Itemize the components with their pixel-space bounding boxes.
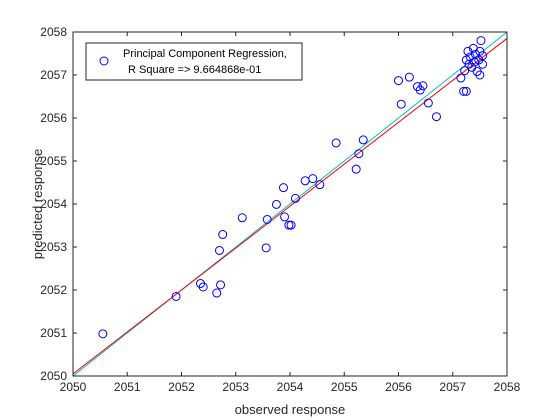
- data-point: [237, 213, 247, 223]
- data-point: [218, 230, 228, 240]
- data-point: [271, 199, 281, 209]
- data-point: [290, 193, 300, 203]
- x-tick-label: 2051: [114, 380, 141, 394]
- data-point: [418, 81, 428, 91]
- y-tick-label: 2058: [40, 25, 67, 39]
- data-point: [98, 329, 108, 339]
- data-point: [261, 243, 271, 253]
- data-point: [423, 98, 433, 108]
- data-point: [278, 183, 288, 193]
- y-axis: 2050 2051 2052 2053 2054 2055 2056 2057 2058: [40, 25, 507, 383]
- x-tick-label: 2053: [222, 380, 249, 394]
- data-point: [354, 149, 364, 159]
- legend-marker: [99, 56, 109, 66]
- data-point: [315, 180, 325, 190]
- data-point: [280, 212, 290, 222]
- x-tick-label: 2052: [168, 380, 195, 394]
- y-tick-label: 2051: [40, 326, 67, 340]
- x-axis: 2050 2051 2052 2053 2054 2055 2056 2057 2058: [60, 32, 521, 394]
- data-point: [358, 135, 368, 145]
- x-tick-label: 2057: [439, 380, 466, 394]
- x-tick-label: 2055: [331, 380, 358, 394]
- data-point: [396, 99, 406, 109]
- data-point: [456, 73, 466, 83]
- data-points: [98, 36, 488, 339]
- y-tick-label: 2054: [40, 197, 67, 211]
- data-point: [171, 291, 181, 301]
- regression-lines: [72, 31, 508, 377]
- y-tick-label: 2055: [40, 154, 67, 168]
- data-point: [286, 220, 296, 230]
- y-tick-label: 2052: [40, 283, 67, 297]
- data-point: [212, 288, 222, 298]
- fit-line: [72, 38, 508, 375]
- data-point: [214, 245, 224, 255]
- data-point: [478, 51, 488, 61]
- x-tick-label: 2056: [385, 380, 412, 394]
- data-point: [351, 164, 361, 174]
- data-point: [475, 70, 485, 80]
- data-point: [460, 66, 470, 76]
- legend: Principal Component Regression, R Square…: [85, 42, 303, 81]
- x-tick-label: 2058: [494, 380, 521, 394]
- data-point: [331, 138, 341, 148]
- x-axis-label: observed response: [235, 402, 346, 417]
- data-point: [467, 62, 477, 72]
- data-point: [262, 214, 272, 224]
- data-point: [404, 72, 414, 82]
- data-point: [478, 59, 488, 69]
- data-point: [284, 220, 294, 230]
- identity-line: [72, 31, 508, 377]
- data-point: [459, 86, 469, 96]
- data-point: [464, 59, 474, 69]
- y-tick-label: 2056: [40, 111, 67, 125]
- data-point: [198, 282, 208, 292]
- y-axis-label: predicted response: [30, 149, 45, 260]
- data-point: [476, 36, 486, 46]
- y-tick-label: 2053: [40, 240, 67, 254]
- data-point: [431, 112, 441, 122]
- legend-label-line1: Principal Component Regression,: [123, 48, 287, 60]
- x-tick-label: 2054: [277, 380, 304, 394]
- legend-label-line2: R Square => 9.664868e-01: [128, 64, 261, 76]
- data-point: [216, 280, 226, 290]
- y-tick-label: 2050: [40, 369, 67, 383]
- data-point: [463, 46, 473, 56]
- y-tick-label: 2057: [40, 68, 67, 82]
- data-point: [461, 86, 471, 96]
- data-point: [394, 76, 403, 86]
- data-point: [308, 174, 318, 184]
- x-tick-label: 2050: [60, 380, 87, 394]
- legend-box: [85, 42, 303, 81]
